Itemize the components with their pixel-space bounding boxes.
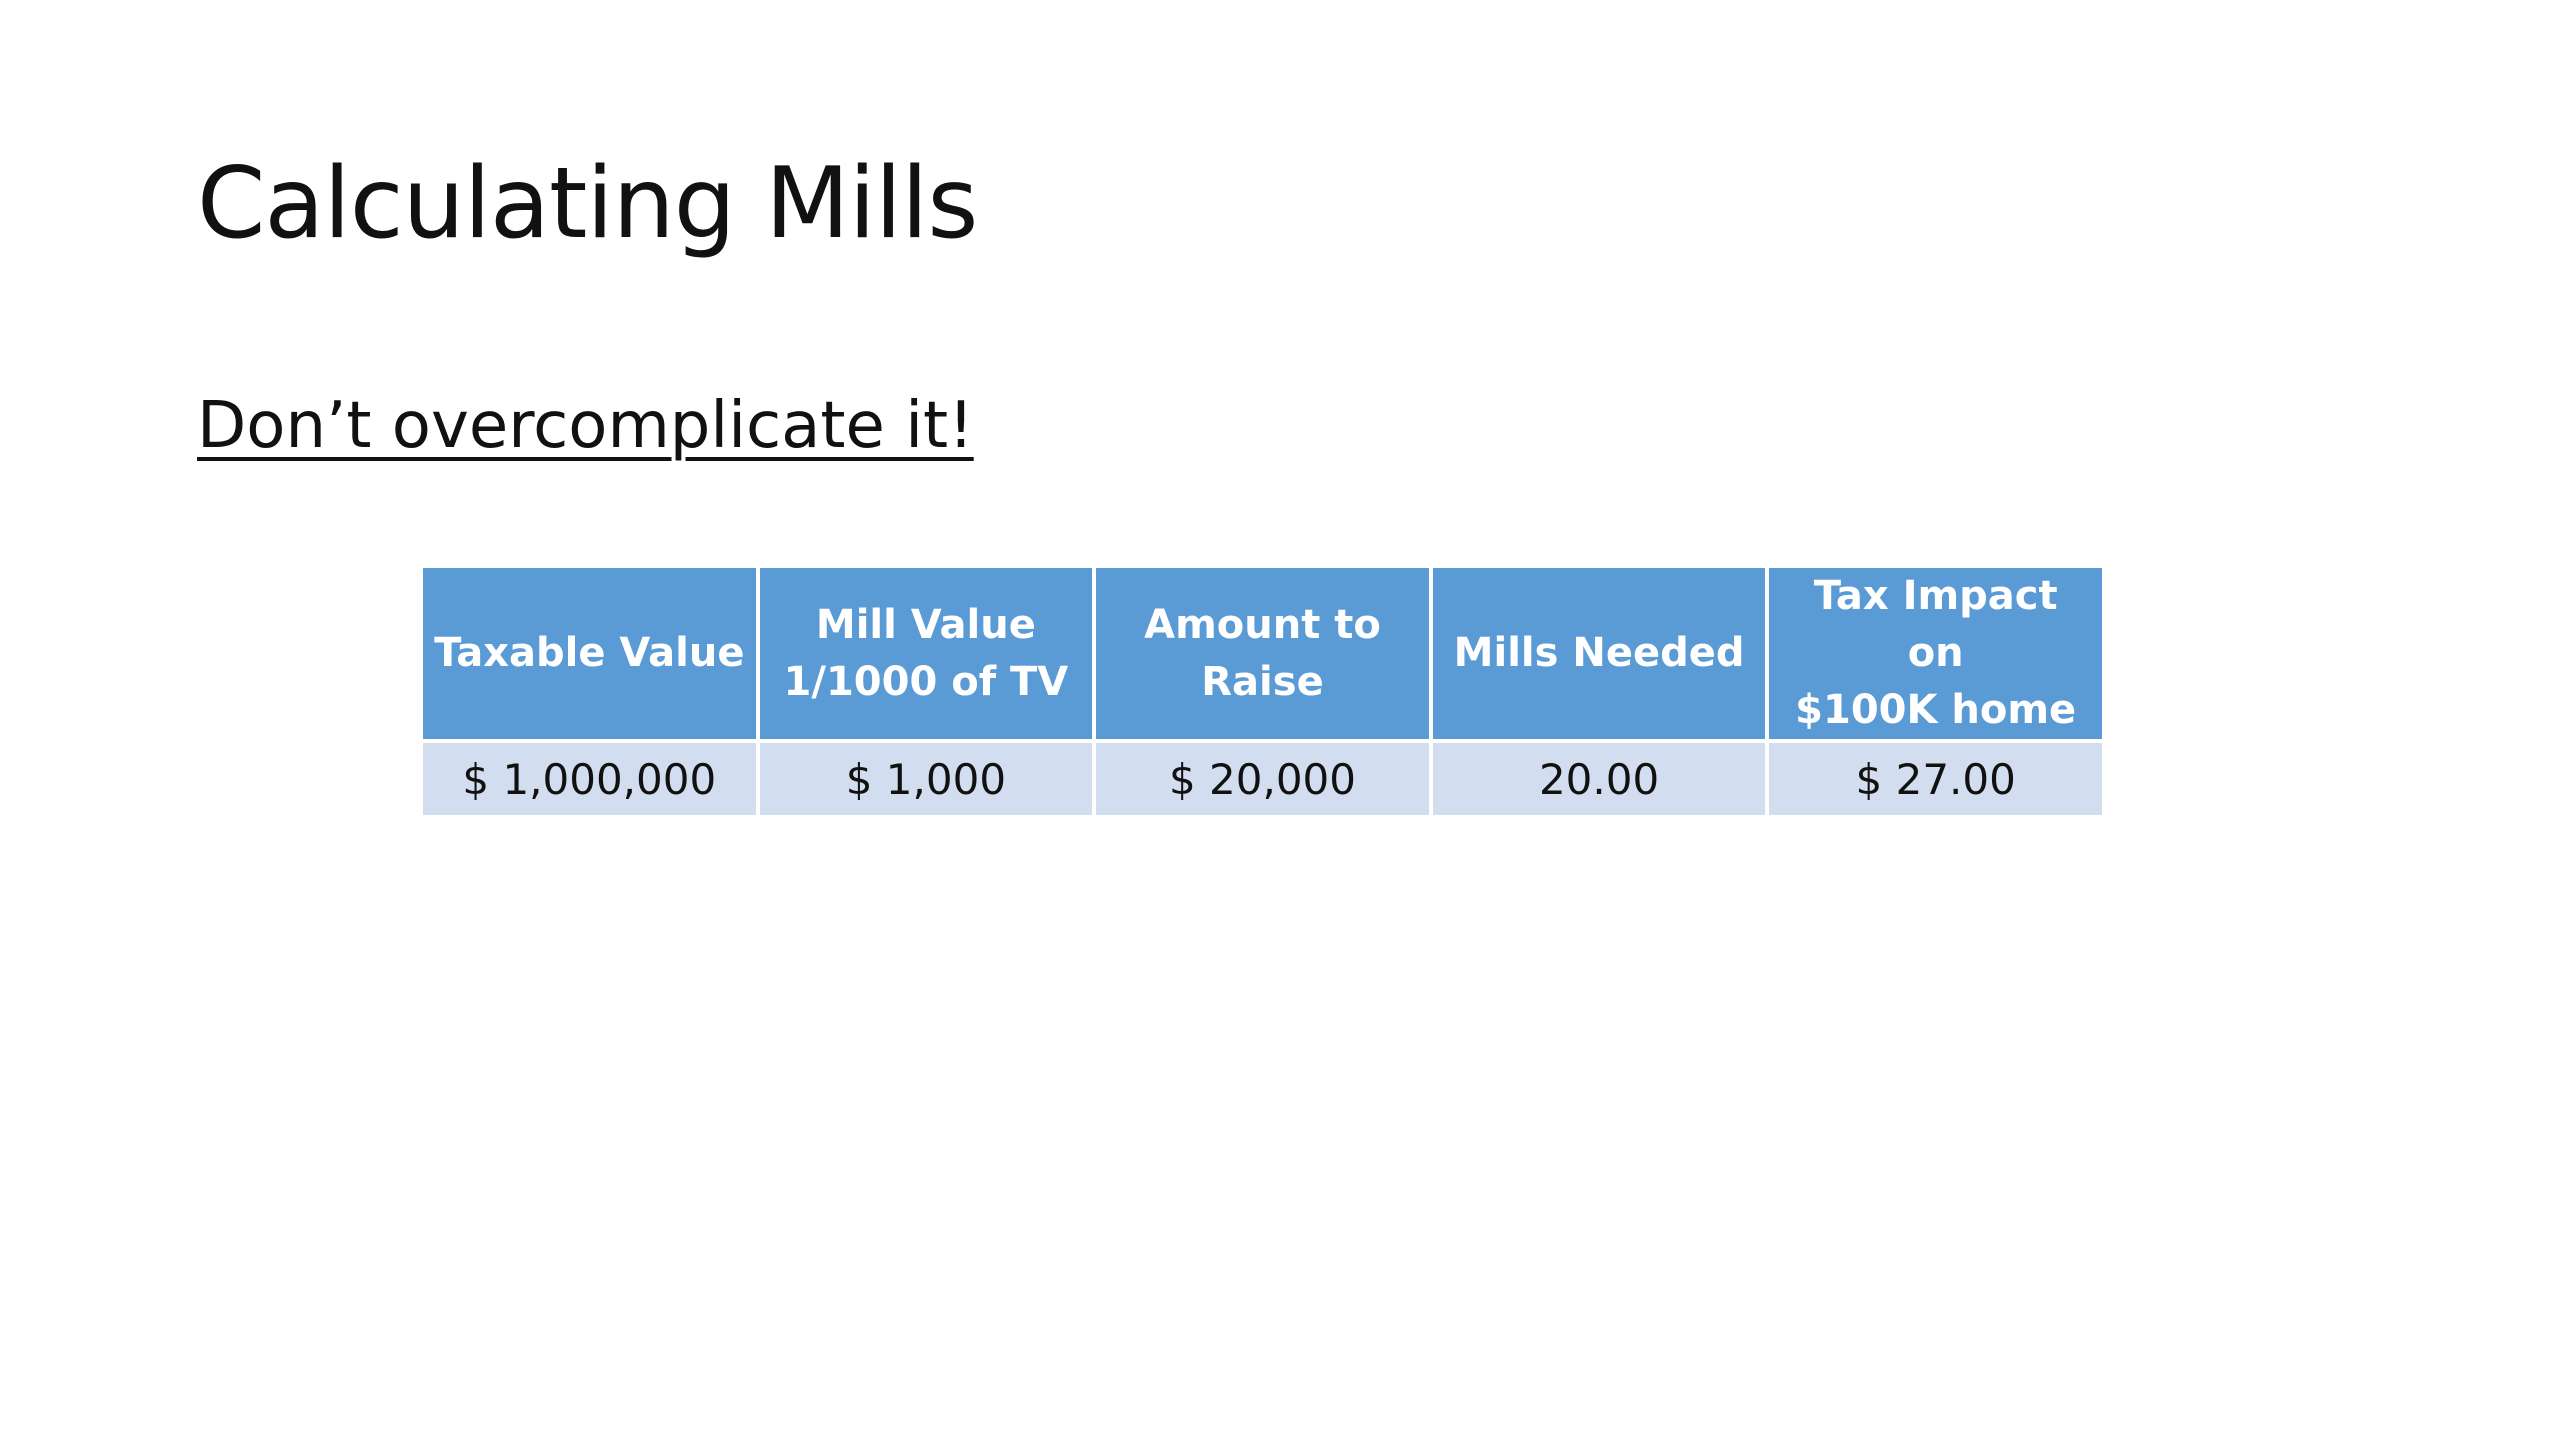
table-row: $ 1,000,000 $ 1,000 $ 20,000 20.00 $ 27.… [419, 739, 2106, 819]
header-line: Amount to [1144, 601, 1381, 648]
header-tax-impact: Tax Impact on $100K home [1765, 564, 2106, 743]
cell-mill-value: $ 1,000 [755, 739, 1097, 819]
header-line: Mills Needed [1453, 630, 1745, 676]
slide-subtitle: Don’t overcomplicate it! [197, 389, 974, 463]
cell-tax-impact: $ 27.00 [1765, 739, 2106, 819]
cell-taxable-value: $ 1,000,000 [419, 739, 760, 819]
header-line: Raise [1201, 658, 1324, 705]
header-mill-value: Mill Value 1/1000 of TV [755, 564, 1097, 743]
mills-table: Taxable Value Mill Value 1/1000 of TV Am… [419, 564, 2106, 819]
header-line: Taxable Value [434, 630, 745, 676]
header-line: Tax Impact on [1813, 573, 2058, 676]
header-taxable-value: Taxable Value [419, 564, 760, 743]
header-amount-to-raise: Amount to Raise [1092, 564, 1433, 743]
header-line: 1/1000 of TV [783, 658, 1069, 705]
table-header-row: Taxable Value Mill Value 1/1000 of TV Am… [419, 564, 2106, 743]
header-line: $100K home [1795, 687, 2077, 733]
cell-amount-to-raise: $ 20,000 [1092, 739, 1433, 819]
header-line: Mill Value [815, 601, 1036, 648]
cell-mills-needed: 20.00 [1428, 739, 1770, 819]
slide-title: Calculating Mills [197, 147, 978, 261]
header-mills-needed: Mills Needed [1428, 564, 1770, 743]
